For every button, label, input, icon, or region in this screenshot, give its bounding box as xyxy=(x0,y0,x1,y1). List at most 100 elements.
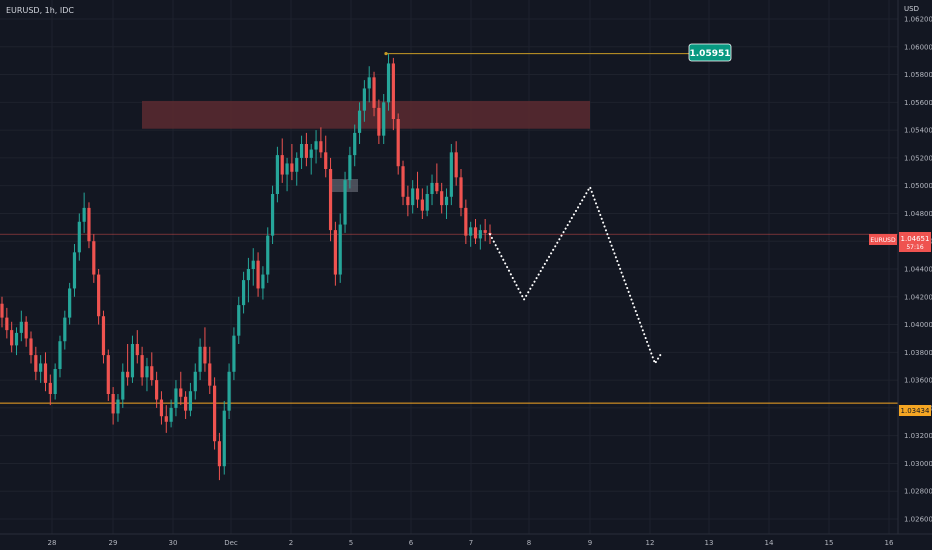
candle-body xyxy=(406,196,410,206)
price-tick-label: 1.04200 xyxy=(904,293,932,301)
high-price-badge[interactable]: 1.05951 xyxy=(688,43,732,62)
price-tick-label: 1.04400 xyxy=(904,266,932,274)
candle-body xyxy=(348,155,352,181)
current-price-badge[interactable]: EURUSD 1.04651 57:16 xyxy=(869,232,931,252)
candle xyxy=(188,382,193,417)
candle-body xyxy=(227,371,231,411)
candle-body xyxy=(237,305,241,336)
candle-body xyxy=(469,227,473,236)
candle-body xyxy=(82,207,86,222)
candle xyxy=(270,185,275,244)
candle-body xyxy=(440,191,444,206)
candle-body xyxy=(415,188,420,200)
candle-body xyxy=(411,188,415,206)
candle-body xyxy=(444,196,449,206)
candle xyxy=(155,371,159,408)
candle xyxy=(415,171,420,208)
candle xyxy=(425,185,429,217)
time-axis[interactable] xyxy=(0,534,932,550)
price-tick-label: 1.04000 xyxy=(904,321,932,329)
candle-body xyxy=(87,207,91,242)
candle xyxy=(10,321,14,353)
candle-body xyxy=(150,366,154,381)
candle xyxy=(24,316,28,347)
price-tick-label: 1.05000 xyxy=(904,182,932,190)
candle xyxy=(29,331,33,364)
candle xyxy=(469,221,473,247)
candle xyxy=(126,344,130,386)
candle xyxy=(367,66,371,103)
candle xyxy=(92,234,96,283)
candle-body xyxy=(251,260,255,269)
candle xyxy=(150,352,154,386)
time-tick-label: 15 xyxy=(825,539,834,547)
support-price-badge[interactable]: 1.03434 xyxy=(899,405,931,416)
candle-body xyxy=(377,107,381,136)
candle-body xyxy=(241,280,246,306)
candle-body xyxy=(10,330,14,346)
candle xyxy=(299,135,304,169)
candle xyxy=(87,202,91,249)
candle-body xyxy=(309,149,313,158)
countdown-text: 57:16 xyxy=(906,244,923,251)
candle xyxy=(140,346,144,386)
projection-path[interactable] xyxy=(489,184,663,366)
candle xyxy=(382,94,386,144)
candle xyxy=(478,224,482,250)
candle xyxy=(314,130,318,164)
candle-body xyxy=(208,363,212,386)
currency-label: USD xyxy=(904,5,919,13)
candle-body xyxy=(121,371,125,400)
candle xyxy=(116,394,120,422)
candle-body xyxy=(101,316,106,356)
candle-body xyxy=(362,88,366,111)
candle xyxy=(290,144,294,181)
candle xyxy=(43,352,48,392)
candle-body xyxy=(212,385,217,442)
candle-body xyxy=(357,110,362,133)
candle xyxy=(256,252,260,297)
candle-body xyxy=(14,332,19,346)
candle xyxy=(357,102,362,144)
candle xyxy=(121,363,125,408)
symbol-title[interactable]: EURUSD, 1h, IDC xyxy=(6,6,74,15)
candle-body xyxy=(97,274,101,317)
candle-body xyxy=(188,391,193,411)
candle-body xyxy=(169,407,173,422)
candle-body xyxy=(275,155,280,194)
price-tick-label: 1.03600 xyxy=(904,377,932,385)
candle xyxy=(324,135,328,178)
time-tick-label: 28 xyxy=(48,539,57,547)
current-price-text: 1.04651 xyxy=(901,235,930,243)
candle-body xyxy=(246,269,251,281)
time-tick-label: Dec xyxy=(224,539,238,547)
candle xyxy=(169,399,173,428)
time-tick-label: 9 xyxy=(588,539,592,547)
candle-body xyxy=(304,144,308,158)
candle xyxy=(198,338,202,381)
price-tick-label: 1.05600 xyxy=(904,99,932,107)
candle xyxy=(68,282,72,325)
candle xyxy=(82,192,86,233)
candle xyxy=(227,363,231,419)
price-axis[interactable] xyxy=(898,0,932,550)
candle xyxy=(391,57,395,131)
price-tick-label: 1.05400 xyxy=(904,127,932,135)
candle-body xyxy=(140,355,144,378)
candle xyxy=(111,387,115,425)
candle xyxy=(449,144,453,206)
candle-body xyxy=(386,63,391,103)
time-tick-label: 16 xyxy=(885,539,894,547)
candle xyxy=(309,144,313,175)
time-tick-label: 7 xyxy=(469,539,473,547)
price-tick-label: 1.03200 xyxy=(904,432,932,440)
candle-body xyxy=(425,194,429,211)
candle-body xyxy=(478,230,482,239)
resistance-zone[interactable] xyxy=(142,100,590,129)
candle xyxy=(420,188,424,219)
candle xyxy=(63,310,67,350)
candle xyxy=(275,146,280,203)
candle xyxy=(333,221,337,286)
candle-body xyxy=(483,230,487,233)
